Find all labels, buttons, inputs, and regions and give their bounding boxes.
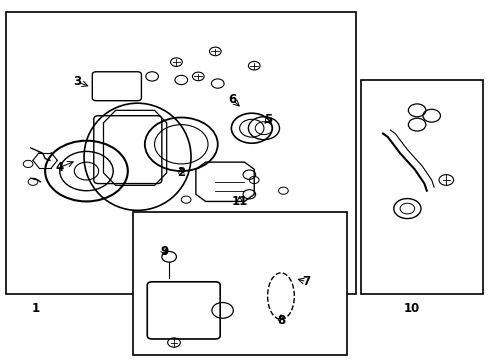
Text: 1: 1 <box>31 302 40 315</box>
Text: 8: 8 <box>276 314 285 327</box>
Text: 5: 5 <box>263 113 271 126</box>
Text: 2: 2 <box>177 166 185 179</box>
Text: 6: 6 <box>228 93 236 106</box>
Text: 10: 10 <box>403 302 420 315</box>
Text: 4: 4 <box>56 161 64 174</box>
Text: 9: 9 <box>160 245 168 258</box>
Text: 7: 7 <box>302 275 310 288</box>
Bar <box>132 212 346 355</box>
Bar <box>6 12 356 294</box>
Bar <box>361 80 482 294</box>
Text: 3: 3 <box>73 75 81 88</box>
Text: 11: 11 <box>231 195 247 208</box>
